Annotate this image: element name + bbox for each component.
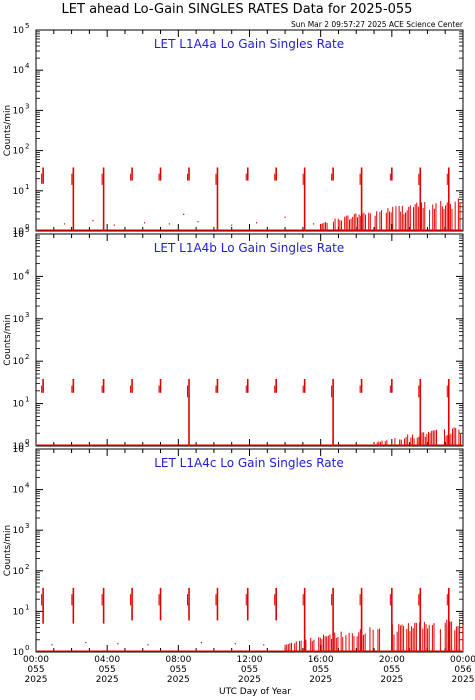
y-tick-label-base: 10 (13, 486, 25, 496)
plot-frame (35, 448, 464, 653)
x-tick-label-year: 2025 (238, 675, 261, 685)
x-tick-label-day: 055 (312, 665, 329, 675)
y-tick-label-base: 10 (13, 230, 25, 240)
y-tick-label-exponent: 1 (25, 396, 29, 404)
x-axis-label: UTC Day of Year (219, 687, 291, 697)
y-tick-label-exponent: 5 (25, 22, 29, 30)
x-tick-label-time: 20:00 (379, 655, 405, 665)
plot-frame (35, 233, 464, 447)
y-tick-label-base: 10 (13, 567, 25, 577)
y-tick-label-base: 10 (13, 106, 25, 116)
y-tick-label-exponent: 4 (25, 62, 30, 70)
x-tick-label-day: 055 (241, 665, 258, 675)
y-tick-label-base: 10 (13, 147, 25, 157)
y-tick-label-base: 10 (13, 607, 25, 617)
series-dot (113, 224, 115, 226)
series-dot (256, 222, 258, 224)
y-tick-label-exponent: 0 (25, 223, 29, 231)
x-tick-label-day: 055 (170, 665, 187, 675)
y-tick-label-base: 10 (13, 26, 25, 36)
series (37, 167, 462, 231)
series-dot (51, 644, 53, 646)
generation-timestamp: Sun Mar 2 09:57:27 2025 ACE Science Cent… (291, 20, 464, 29)
x-tick-label-year: 2025 (167, 675, 190, 685)
x-tick-label-time: 08:00 (165, 655, 191, 665)
series-dot (143, 222, 146, 224)
x-tick-label-day: 055 (383, 665, 400, 675)
x-tick-label-day: 055 (27, 665, 44, 675)
y-tick-label-exponent: 2 (25, 353, 29, 361)
x-tick-label-year: 2025 (452, 675, 475, 685)
series-dot (183, 213, 185, 215)
x-tick-label-time: 12:00 (237, 655, 263, 665)
y-axis-label: Counts/min (3, 105, 13, 156)
y-tick-label-exponent: 0 (25, 438, 29, 446)
x-tick-label-day: 056 (454, 665, 471, 675)
series-dot (63, 223, 66, 225)
y-tick-label-exponent: 1 (25, 183, 29, 191)
y-tick-label-exponent: 4 (25, 268, 30, 276)
series (37, 587, 464, 652)
y-tick-label-base: 10 (13, 227, 25, 237)
x-tick-label-time: 04:00 (94, 655, 120, 665)
series-dot (197, 221, 199, 223)
y-tick-label-exponent: 3 (25, 311, 29, 319)
y-axis-label: Counts/min (3, 525, 13, 576)
y-tick-label-exponent: 3 (25, 522, 29, 530)
x-tick-label-year: 2025 (25, 675, 48, 685)
y-tick-label-exponent: 1 (25, 603, 29, 611)
y-tick-label-base: 10 (13, 445, 25, 455)
y-axis-label: Counts/min (3, 314, 13, 365)
series-dot (117, 643, 119, 645)
series-dot (168, 223, 171, 225)
x-tick-label-day: 055 (99, 665, 116, 675)
series-dot (231, 224, 233, 226)
y-tick-label-base: 10 (13, 400, 25, 410)
series-dot (312, 223, 315, 225)
y-tick-label-base: 10 (13, 357, 25, 367)
y-tick-label-exponent: 0 (25, 644, 29, 652)
series-dot (200, 642, 203, 644)
series-dot (92, 220, 94, 222)
plot-frame (35, 29, 464, 232)
figure-title: LET ahead Lo-Gain SINGLES RATES Data for… (62, 2, 413, 17)
panel-title: LET L1A4c Lo Gain Singles Rate (154, 456, 344, 470)
series (37, 379, 462, 446)
y-tick-label-base: 10 (13, 187, 25, 197)
y-tick-label-exponent: 2 (25, 563, 29, 571)
panel-title: LET L1A4b Lo Gain Singles Rate (154, 241, 345, 255)
y-tick-label-base: 10 (13, 648, 25, 658)
x-tick-label-time: 16:00 (308, 655, 334, 665)
y-tick-label-base: 10 (13, 526, 25, 536)
series-dot (263, 644, 265, 646)
x-tick-label-time: 00:00 (450, 655, 475, 665)
y-tick-label-base: 10 (13, 315, 25, 325)
panel-title: LET L1A4a Lo Gain Singles Rate (154, 37, 344, 51)
y-tick-label-exponent: 5 (25, 226, 29, 234)
y-tick-label-base: 10 (13, 272, 25, 282)
x-tick-label-year: 2025 (380, 675, 403, 685)
y-tick-label-exponent: 3 (25, 102, 29, 110)
y-tick-label-base: 10 (13, 442, 25, 452)
series-dot (85, 642, 87, 644)
series-dot (234, 643, 236, 645)
y-tick-label-exponent: 4 (25, 482, 30, 490)
y-tick-label-exponent: 2 (25, 143, 29, 151)
x-tick-label-year: 2025 (309, 675, 332, 685)
series-dot (147, 644, 149, 646)
series-dot (284, 216, 286, 218)
x-tick-label-time: 00:00 (23, 655, 49, 665)
x-tick-label-year: 2025 (96, 675, 119, 685)
y-tick-label-exponent: 5 (25, 441, 29, 449)
y-tick-label-base: 10 (13, 66, 25, 76)
